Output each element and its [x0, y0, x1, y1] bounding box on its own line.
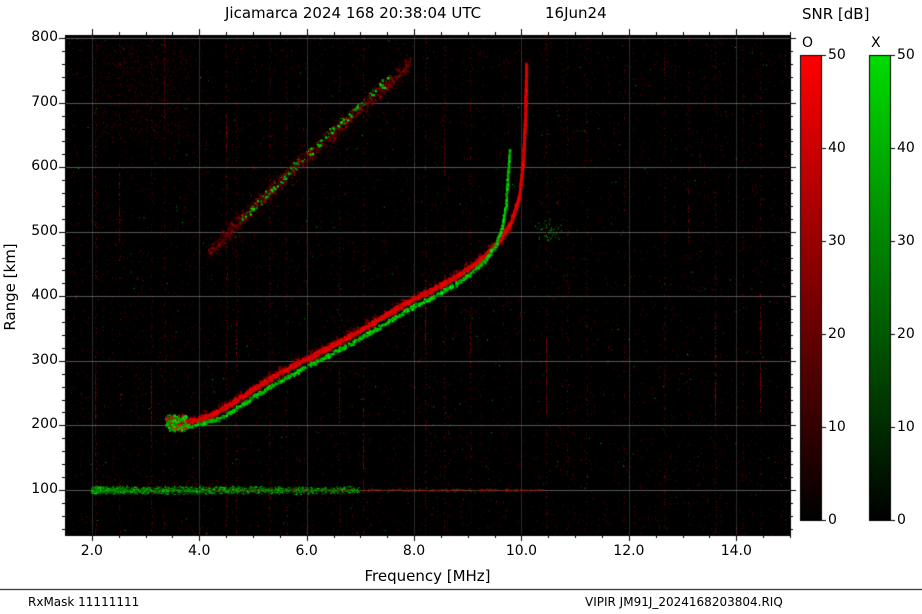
colorbar-tick-label: 10 [828, 419, 846, 435]
y-tick-label: 600 [31, 158, 58, 175]
colorbar-tick-label: 50 [897, 47, 915, 63]
x-tick-label: 8.0 [402, 543, 426, 559]
rxmask-label: RxMask 11111111 [28, 595, 140, 609]
y-tick-label: 800 [31, 29, 58, 46]
colorbar-title: SNR [dB] [802, 5, 870, 23]
file-label: VIPIR JM91J_2024168203804.RIQ [585, 595, 783, 609]
x-axis-label: Frequency [MHz] [364, 567, 491, 585]
x-tick-label: 2.0 [80, 543, 103, 559]
chart-title: Jicamarca 2024 168 20:38:04 UTC [225, 4, 482, 22]
colorbar-series-label: O [802, 35, 814, 51]
colorbar-tick-label: 0 [897, 512, 906, 528]
y-tick-label: 200 [31, 416, 58, 433]
colorbar-tick-label: 20 [897, 326, 915, 342]
colorbar-tick-label: 50 [828, 47, 846, 63]
colorbar-tick-label: 40 [828, 140, 846, 156]
y-tick-label: 700 [31, 93, 58, 110]
y-tick-label: 400 [31, 287, 58, 304]
colorbar-tick-label: 20 [828, 326, 846, 342]
chart-date: 16Jun24 [545, 4, 607, 22]
colorbar-series-label: X [871, 35, 881, 51]
colorbar-tick-label: 40 [897, 140, 915, 156]
y-tick-label: 300 [31, 351, 58, 368]
colorbar-tick-label: 30 [828, 233, 846, 249]
x-tick-label: 10.0 [505, 543, 538, 559]
colorbar-tick-label: 0 [828, 512, 837, 528]
y-tick-label: 100 [31, 480, 58, 497]
x-tick-label: 4.0 [188, 543, 211, 559]
colorbar-tick-label: 30 [897, 233, 915, 249]
x-tick-label: 6.0 [295, 543, 318, 559]
x-tick-label: 14.0 [720, 543, 752, 559]
y-tick-label: 500 [31, 222, 58, 239]
x-tick-label: 12.0 [613, 543, 645, 559]
colorbar-tick-label: 10 [897, 419, 915, 435]
